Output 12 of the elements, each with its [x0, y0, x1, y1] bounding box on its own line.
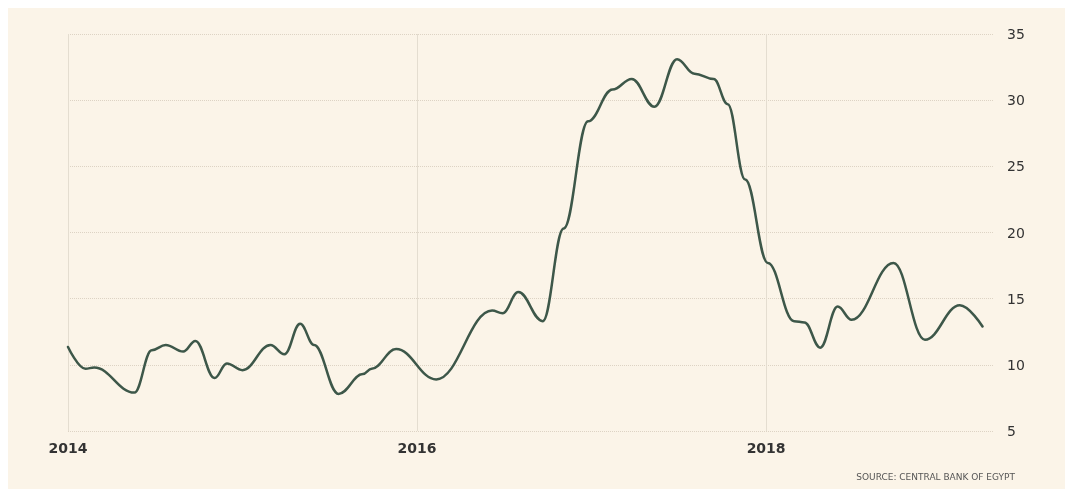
source-note: SOURCE: CENTRAL BANK OF EGYPT [856, 471, 1016, 482]
x-tick-label: 2018 [746, 440, 786, 456]
x-tick-label: 2016 [397, 440, 437, 456]
y-tick-label: 10 [1007, 356, 1025, 373]
y-tick-label: 15 [1007, 290, 1025, 307]
y-tick-label: 30 [1007, 92, 1025, 109]
y-tick-label: 20 [1007, 224, 1025, 241]
y-tick-label: 25 [1007, 158, 1025, 175]
line-series [66, 57, 984, 396]
y-tick-label: 5 [1007, 423, 1016, 439]
x-tick-label: 2014 [48, 440, 88, 456]
y-tick-label: 35 [1007, 26, 1025, 42]
